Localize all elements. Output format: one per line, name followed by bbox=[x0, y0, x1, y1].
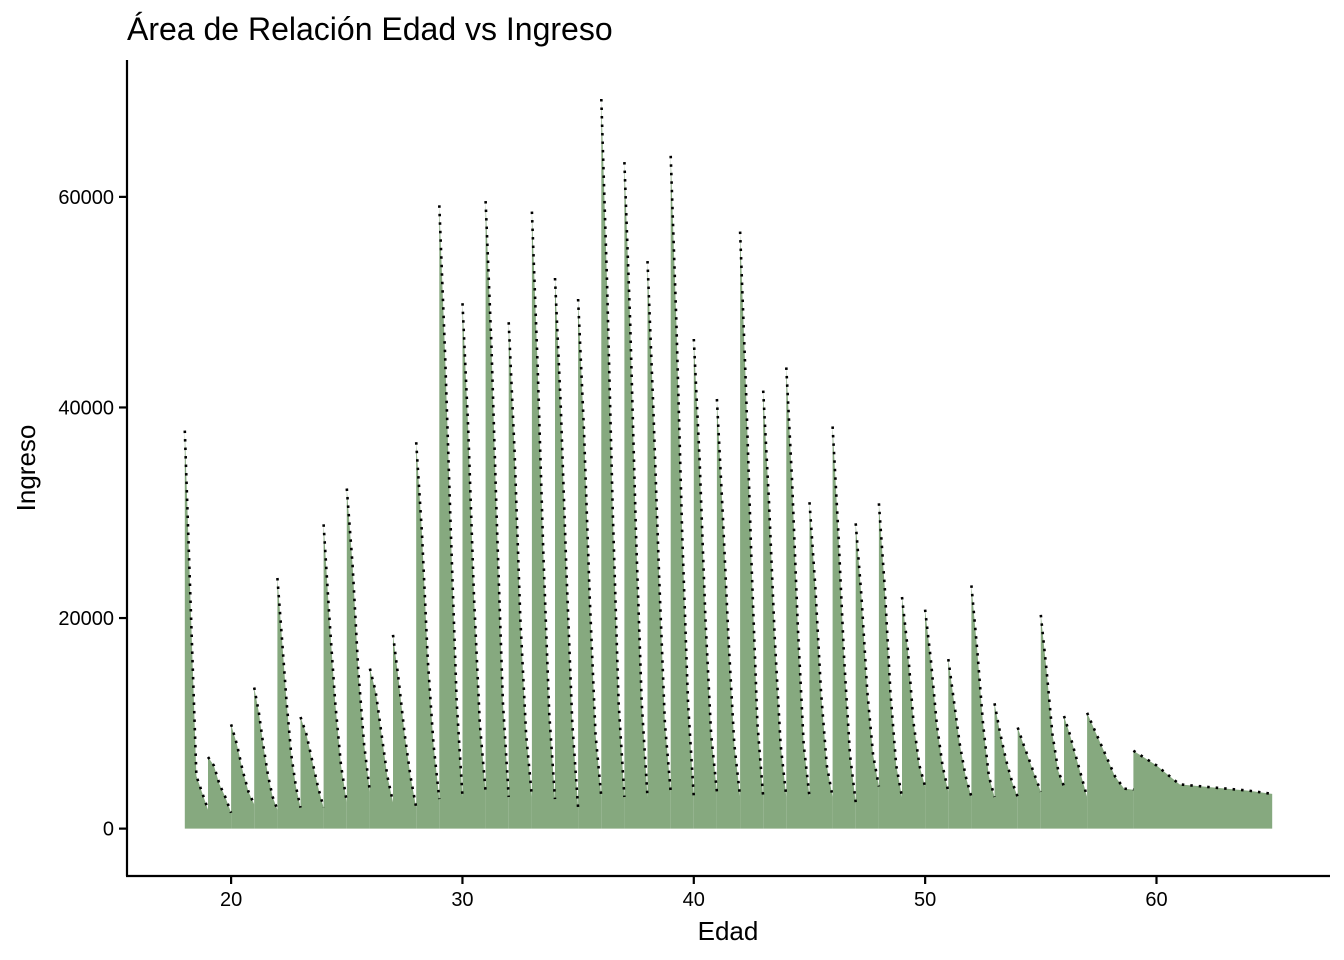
line-35 bbox=[576, 298, 603, 798]
line-41 bbox=[715, 398, 742, 798]
y-tick-label-0: 0 bbox=[103, 819, 114, 841]
line-25 bbox=[345, 488, 372, 792]
area-29 bbox=[439, 205, 463, 829]
line-22 bbox=[276, 577, 302, 808]
x-tick-label-60: 60 bbox=[1145, 889, 1167, 911]
line-39 bbox=[669, 155, 696, 798]
line-57 bbox=[1085, 712, 1134, 791]
area-33 bbox=[531, 211, 555, 829]
area-50 bbox=[925, 609, 949, 829]
y-tick-label-60000: 60000 bbox=[58, 187, 114, 209]
line-38 bbox=[646, 261, 672, 792]
area-30 bbox=[462, 303, 486, 829]
y-tick-label-40000: 40000 bbox=[58, 397, 114, 419]
area-20 bbox=[231, 724, 255, 829]
area-36 bbox=[601, 99, 625, 829]
line-56 bbox=[1062, 715, 1089, 798]
area-46 bbox=[832, 426, 856, 829]
line-45 bbox=[808, 502, 834, 798]
line-23 bbox=[299, 716, 325, 808]
area-43 bbox=[763, 390, 787, 829]
line-34 bbox=[553, 277, 580, 808]
line-52 bbox=[970, 585, 996, 798]
area-24 bbox=[323, 524, 347, 829]
line-59 bbox=[1132, 749, 1273, 796]
chart-title: Área de Relación Edad vs Ingreso bbox=[127, 11, 613, 47]
area-19 bbox=[208, 757, 232, 829]
area-series bbox=[184, 99, 1273, 829]
area-38 bbox=[647, 261, 671, 829]
line-54 bbox=[1016, 727, 1043, 793]
x-axis-ticks: 20 30 40 50 60 bbox=[220, 876, 1168, 911]
area-53 bbox=[994, 703, 1018, 829]
x-tick-label-50: 50 bbox=[914, 889, 936, 911]
area-28 bbox=[416, 442, 440, 829]
line-53 bbox=[993, 703, 1019, 798]
area-32 bbox=[508, 322, 532, 829]
area-44 bbox=[786, 367, 810, 829]
area-26 bbox=[369, 668, 393, 829]
x-tick-label-40: 40 bbox=[683, 889, 705, 911]
area-37 bbox=[624, 162, 648, 829]
y-axis-label: Ingreso bbox=[11, 425, 41, 512]
line-48 bbox=[877, 503, 904, 798]
x-tick-label-20: 20 bbox=[220, 889, 242, 911]
x-axis-label: Edad bbox=[698, 916, 759, 946]
area-49 bbox=[902, 597, 926, 829]
line-42 bbox=[738, 231, 765, 798]
area-51 bbox=[948, 659, 972, 829]
area-59 bbox=[1133, 750, 1273, 829]
area-48 bbox=[878, 503, 902, 829]
area-35 bbox=[578, 299, 602, 829]
area-23 bbox=[300, 717, 324, 829]
area-31 bbox=[485, 201, 509, 829]
area-42 bbox=[740, 231, 764, 829]
area-21 bbox=[254, 687, 278, 829]
area-54 bbox=[1017, 727, 1041, 829]
line-49 bbox=[900, 596, 927, 787]
line-51 bbox=[947, 658, 973, 798]
area-56 bbox=[1064, 716, 1088, 829]
line-29 bbox=[438, 205, 464, 798]
area-27 bbox=[393, 634, 417, 829]
line-series bbox=[183, 98, 1273, 814]
x-tick-label-30: 30 bbox=[451, 889, 473, 911]
area-39 bbox=[670, 155, 694, 829]
line-55 bbox=[1039, 614, 1066, 787]
area-22 bbox=[277, 578, 301, 829]
y-axis-ticks: 0 20000 40000 60000 bbox=[58, 187, 127, 841]
y-tick-label-20000: 20000 bbox=[58, 608, 114, 630]
area-40 bbox=[693, 339, 717, 829]
line-36 bbox=[600, 98, 626, 798]
line-43 bbox=[761, 390, 788, 798]
line-31 bbox=[484, 201, 510, 798]
area-55 bbox=[1040, 614, 1064, 829]
line-28 bbox=[414, 442, 441, 800]
line-33 bbox=[530, 211, 557, 800]
area-18 bbox=[184, 430, 208, 829]
area-41 bbox=[716, 399, 741, 829]
area-57 bbox=[1087, 712, 1134, 829]
area-52 bbox=[971, 585, 995, 829]
line-32 bbox=[507, 322, 534, 798]
area-45 bbox=[809, 502, 833, 829]
line-30 bbox=[461, 303, 487, 792]
